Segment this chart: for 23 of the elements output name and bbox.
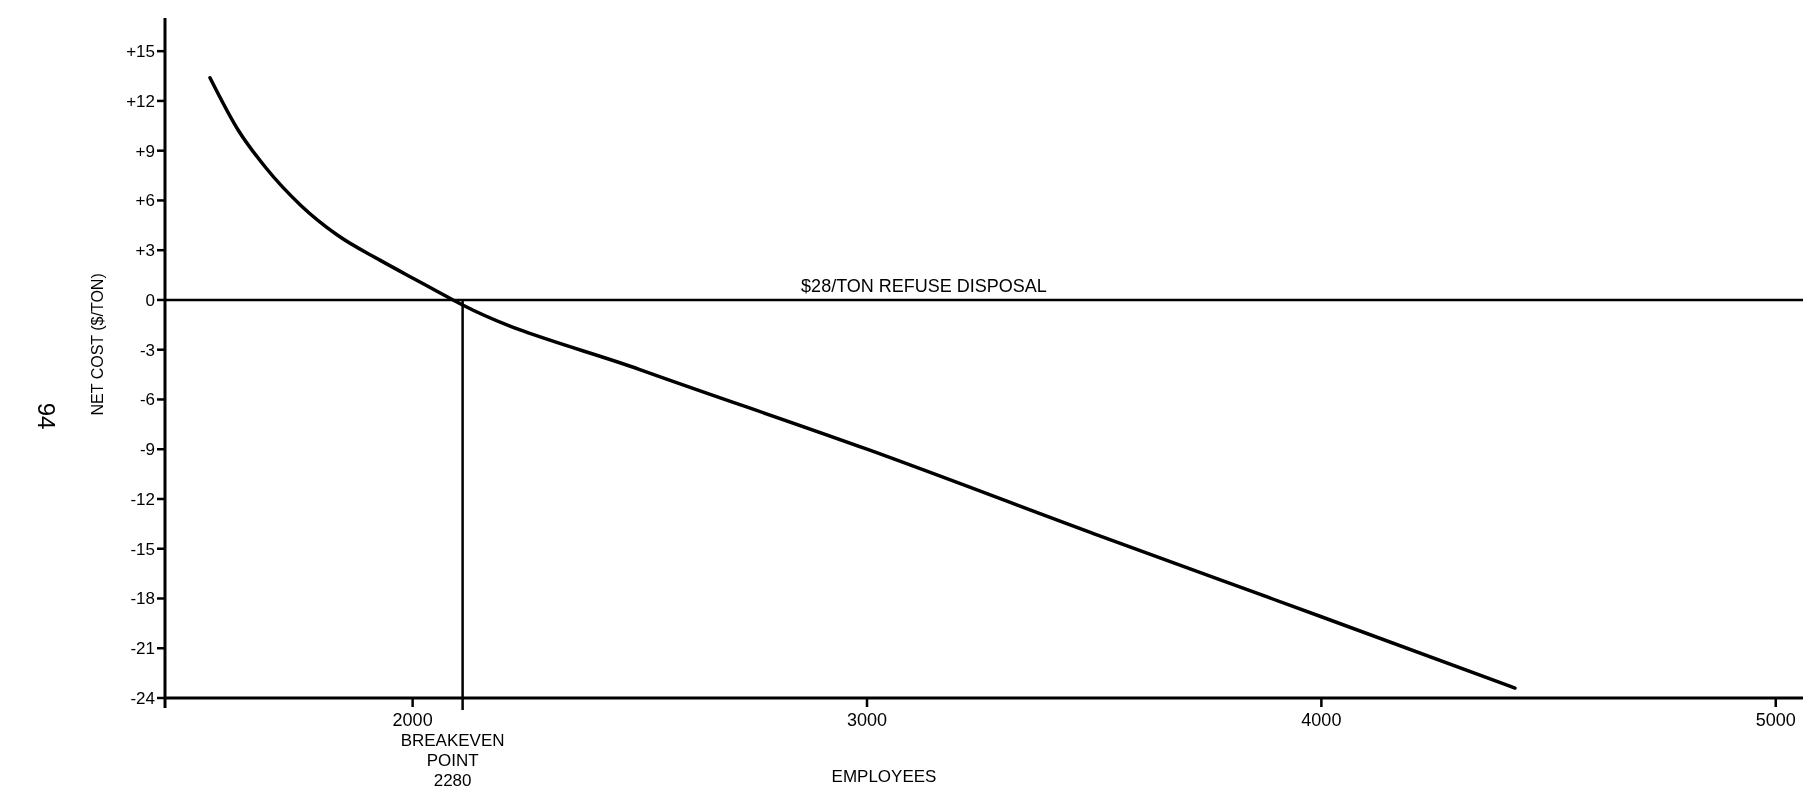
- x-axis-title: EMPLOYEES: [831, 767, 937, 786]
- y-tick-label: 0: [145, 290, 155, 310]
- y-tick-label: -18: [130, 589, 155, 609]
- y-tick-label: -15: [130, 539, 155, 559]
- y-tick-label: +12: [126, 91, 155, 111]
- y-tick-label: -3: [139, 340, 155, 360]
- x-tick-label: 5000: [1755, 710, 1796, 730]
- y-tick-label: +9: [135, 141, 155, 161]
- y-tick-label: -6: [139, 390, 155, 410]
- y-tick-label: +15: [126, 42, 155, 62]
- y-tick-label: -9: [139, 440, 155, 460]
- y-tick-label: +6: [135, 191, 155, 211]
- x-tick-label: 2000: [392, 710, 433, 730]
- ref-line-label: BREAKEVEN POINT 2280: [400, 731, 505, 790]
- y-axis-title: NET COST ($/TON): [89, 273, 106, 416]
- y-tick-label: +3: [135, 241, 155, 261]
- x-tick-label: 4000: [1301, 710, 1342, 730]
- y-tick-label: -12: [130, 489, 155, 509]
- x-tick-label: 3000: [846, 710, 888, 730]
- y-tick-label: -21: [130, 639, 155, 659]
- text: 94: [33, 402, 60, 430]
- y-tick-label: -24: [130, 688, 155, 708]
- ref-line-label: $28/TON REFUSE DISPOSAL: [801, 275, 1047, 296]
